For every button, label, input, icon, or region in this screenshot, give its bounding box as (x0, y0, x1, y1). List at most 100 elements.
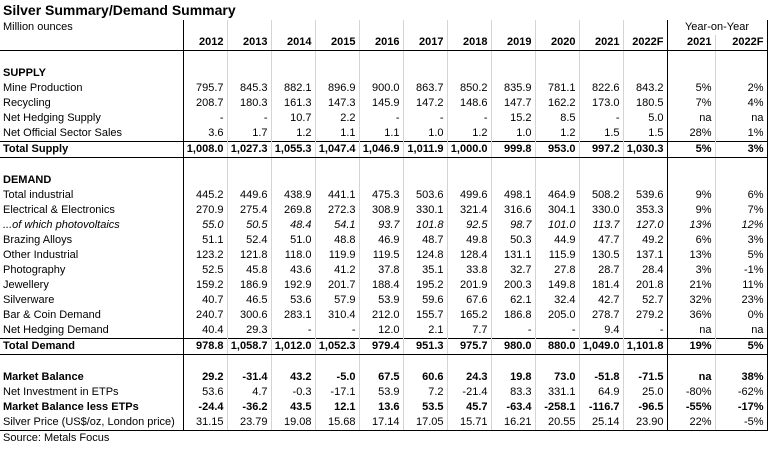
empty-cell (403, 50, 448, 66)
empty-cell (271, 173, 316, 188)
value-cell: 900.0 (359, 81, 404, 96)
value-cell: 503.6 (403, 188, 448, 203)
value-cell: 863.7 (403, 81, 448, 96)
row-label: Bar & Coin Demand (0, 308, 184, 323)
year-header: 2014 (271, 35, 316, 51)
value-cell: 48.4 (271, 218, 316, 233)
value-cell: 331.1 (535, 385, 580, 400)
year-header: 2019 (491, 35, 536, 51)
value-cell: 35.1 (403, 263, 448, 278)
value-cell: 953.0 (535, 141, 580, 158)
empty-cell (715, 354, 768, 370)
value-cell: 843.2 (623, 81, 668, 96)
value-cell: 23.79 (227, 415, 272, 431)
value-cell: 441.1 (315, 188, 360, 203)
value-cell: 73.0 (535, 370, 580, 385)
value-cell: 272.3 (315, 203, 360, 218)
value-cell: 304.1 (535, 203, 580, 218)
yoy-cell: 1% (715, 126, 768, 142)
empty-cell (579, 173, 624, 188)
value-cell: -96.5 (623, 400, 668, 415)
empty-cell (623, 66, 668, 81)
value-cell: 48.7 (403, 233, 448, 248)
data-row: Net Hedging Supply - -10.7 2.2- - -15.2 8.5-5.… (0, 111, 768, 126)
value-cell: 1,012.0 (271, 338, 316, 355)
row-label: Net Investment in ETPs (0, 385, 184, 400)
value-cell: 208.7 (183, 96, 228, 111)
value-cell: 93.7 (359, 218, 404, 233)
value-cell: 1,030.3 (623, 141, 668, 158)
data-row: Mine Production 795.7 845.3 882.1 896.9 900.0… (0, 81, 768, 96)
yoy-cell: 5% (667, 141, 716, 158)
value-cell: 438.9 (271, 188, 316, 203)
data-row: Electrical & Electronics 270.9 275.4 269.8 2… (0, 203, 768, 218)
value-cell: - (315, 323, 360, 339)
value-cell: 50.5 (227, 218, 272, 233)
year-header-row: 2012 2013 2014 2015 2016 2017 2018 2019 2020 2021… (0, 35, 768, 51)
value-cell: 43.2 (271, 370, 316, 385)
empty-cell (315, 354, 360, 370)
value-cell: 4.7 (227, 385, 272, 400)
empty-cell (447, 50, 492, 66)
value-cell: 145.9 (359, 96, 404, 111)
value-cell: - (227, 111, 272, 126)
row-label: Net Official Sector Sales (0, 126, 184, 142)
empty-cell (535, 20, 580, 35)
value-cell: 192.9 (271, 278, 316, 293)
yoy-cell: 13% (667, 218, 716, 233)
yoy-cell: -5% (715, 415, 768, 431)
empty-cell (623, 50, 668, 66)
value-cell: - (535, 323, 580, 339)
empty-cell (715, 157, 768, 173)
empty-cell (315, 157, 360, 173)
empty-cell (359, 173, 404, 188)
value-cell: 270.9 (183, 203, 228, 218)
data-row: Bar & Coin Demand 240.7 300.6 283.1 310.4 212… (0, 308, 768, 323)
value-cell: 148.6 (447, 96, 492, 111)
row-label: Jewellery (0, 278, 184, 293)
empty-cell (271, 66, 316, 81)
value-cell: - (403, 111, 448, 126)
value-cell: 28.7 (579, 263, 624, 278)
value-cell: 205.0 (535, 308, 580, 323)
value-cell: 119.9 (315, 248, 360, 263)
value-cell: -63.4 (491, 400, 536, 415)
empty-cell (359, 66, 404, 81)
yoy-cell: na (715, 111, 768, 126)
value-cell: 951.3 (403, 338, 448, 355)
yoy-cell: 38% (715, 370, 768, 385)
value-cell: 52.4 (227, 233, 272, 248)
value-cell: 201.7 (315, 278, 360, 293)
row-label: Total Supply (0, 141, 184, 158)
value-cell: -21.4 (447, 385, 492, 400)
empty-cell (623, 20, 668, 35)
value-cell: 101.0 (535, 218, 580, 233)
year-header: 2012 (183, 35, 228, 51)
value-cell: 19.08 (271, 415, 316, 431)
empty-cell (491, 66, 536, 81)
value-cell: 1,049.0 (579, 338, 624, 355)
table-body: Silver Summary/Demand Summary Million oun… (0, 2, 768, 444)
value-cell: 978.8 (183, 338, 228, 355)
yoy-cell: 11% (715, 278, 768, 293)
value-cell: 64.9 (579, 385, 624, 400)
section-row: SUPPLY (0, 66, 768, 81)
value-cell: 308.9 (359, 203, 404, 218)
empty-cell (183, 354, 228, 370)
value-cell: -51.8 (579, 370, 624, 385)
source-note: Source: Metals Focus (3, 432, 110, 444)
yoy-cell: 36% (667, 308, 716, 323)
yoy-cell: na (667, 111, 716, 126)
yoy-cell: 19% (667, 338, 716, 355)
value-cell: -24.4 (183, 400, 228, 415)
empty-cell (715, 173, 768, 188)
value-cell: 53.9 (359, 293, 404, 308)
empty-cell (227, 173, 272, 188)
empty-cell (271, 157, 316, 173)
empty-cell (359, 157, 404, 173)
spacer-row (0, 354, 768, 370)
value-cell: 449.6 (227, 188, 272, 203)
value-cell: 48.8 (315, 233, 360, 248)
value-cell: 3.6 (183, 126, 228, 142)
data-row: Total Supply 1,008.0 1,027.3 1,055.3 1,047.4… (0, 141, 768, 158)
